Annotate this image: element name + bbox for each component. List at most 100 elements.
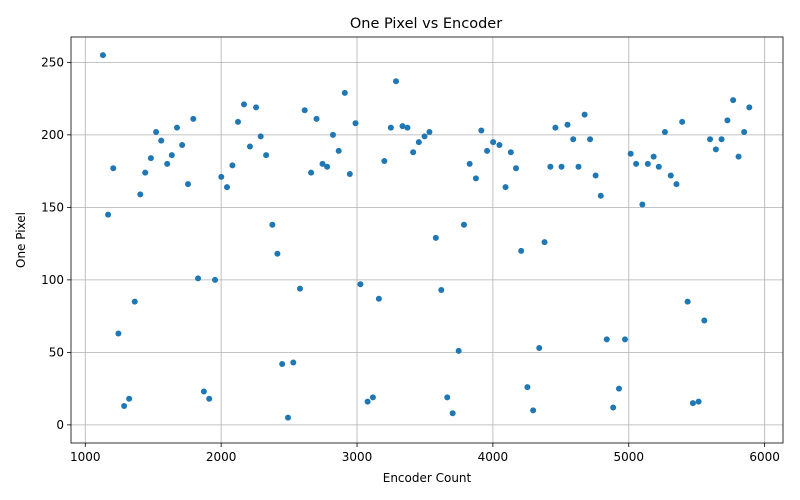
y-axis-ticks: 0 50 100 150 200 250 — [41, 56, 71, 432]
data-point — [99, 52, 106, 59]
data-point — [173, 124, 180, 131]
data-point — [393, 78, 400, 85]
x-tick-label: 4000 — [478, 450, 509, 464]
data-point — [507, 149, 514, 156]
data-point — [319, 160, 326, 167]
data-point — [274, 250, 281, 257]
y-tick-label: 0 — [56, 418, 64, 432]
data-point — [121, 403, 128, 410]
data-point — [712, 146, 719, 153]
plot-frame — [70, 36, 784, 444]
y-tick-label: 200 — [41, 128, 64, 142]
data-point — [387, 124, 394, 131]
data-point — [547, 163, 554, 170]
y-tick-label: 100 — [41, 273, 64, 287]
data-point — [212, 276, 219, 283]
data-point — [240, 101, 247, 108]
data-point — [131, 298, 138, 305]
data-point — [263, 152, 270, 159]
data-point — [184, 181, 191, 188]
data-point — [679, 118, 686, 125]
data-point — [168, 152, 175, 159]
x-tick-label: 2000 — [206, 450, 237, 464]
data-point — [269, 221, 276, 228]
data-point — [308, 169, 315, 176]
data-point — [735, 153, 742, 160]
data-point — [610, 404, 617, 411]
data-point — [421, 133, 428, 140]
data-point — [206, 395, 213, 402]
data-point — [341, 89, 348, 96]
data-point — [541, 239, 548, 246]
data-point — [444, 394, 451, 401]
data-point — [536, 345, 543, 352]
chart-title: One Pixel vs Encoder — [350, 16, 502, 32]
data-point — [455, 347, 462, 354]
data-point — [460, 221, 467, 228]
data-point — [650, 153, 657, 160]
data-point — [449, 410, 456, 417]
data-point — [597, 192, 604, 199]
data-point — [490, 139, 497, 146]
data-point — [253, 104, 260, 111]
data-point — [195, 275, 202, 282]
data-point — [364, 398, 371, 405]
data-point — [603, 336, 610, 343]
data-point — [513, 165, 519, 172]
data-points — [99, 52, 753, 421]
data-point — [352, 120, 359, 127]
data-point — [110, 165, 117, 172]
data-point — [229, 162, 236, 169]
data-point — [673, 181, 680, 188]
data-point — [153, 128, 160, 135]
data-point — [558, 163, 565, 170]
data-point — [432, 234, 439, 241]
data-point — [478, 127, 485, 134]
data-point — [190, 115, 197, 122]
data-point — [200, 388, 207, 395]
data-point — [105, 211, 112, 218]
data-point — [346, 171, 353, 178]
data-point — [633, 160, 640, 167]
data-point — [552, 124, 559, 131]
data-point — [357, 281, 364, 288]
data-point — [246, 143, 253, 150]
data-point — [426, 128, 433, 135]
data-point — [179, 142, 186, 149]
data-point — [410, 149, 417, 156]
data-point — [313, 115, 320, 122]
data-point — [718, 136, 725, 143]
data-point — [564, 121, 571, 128]
data-point — [472, 175, 479, 182]
data-point — [115, 330, 122, 337]
data-point — [592, 172, 599, 179]
data-point — [126, 395, 133, 402]
data-point — [684, 298, 691, 305]
data-point — [324, 163, 331, 170]
data-point — [296, 285, 303, 292]
data-point — [142, 169, 149, 176]
x-tick-label: 6000 — [749, 450, 780, 464]
data-point — [644, 160, 651, 167]
y-tick-label: 250 — [41, 56, 64, 70]
y-axis-title: One Pixel — [14, 212, 28, 268]
data-point — [496, 142, 503, 149]
data-point — [518, 247, 525, 254]
data-point — [466, 160, 473, 167]
data-point — [158, 137, 165, 144]
data-point — [218, 173, 225, 180]
data-point — [639, 201, 646, 208]
data-point — [724, 117, 731, 124]
data-point — [438, 287, 445, 294]
data-point — [661, 128, 668, 135]
data-point — [369, 394, 376, 401]
data-point — [290, 359, 297, 366]
data-point — [741, 128, 748, 135]
data-point — [524, 384, 531, 391]
data-point — [329, 131, 336, 138]
data-point — [381, 157, 388, 164]
data-point — [375, 295, 382, 302]
y-tick-label: 150 — [41, 201, 64, 215]
